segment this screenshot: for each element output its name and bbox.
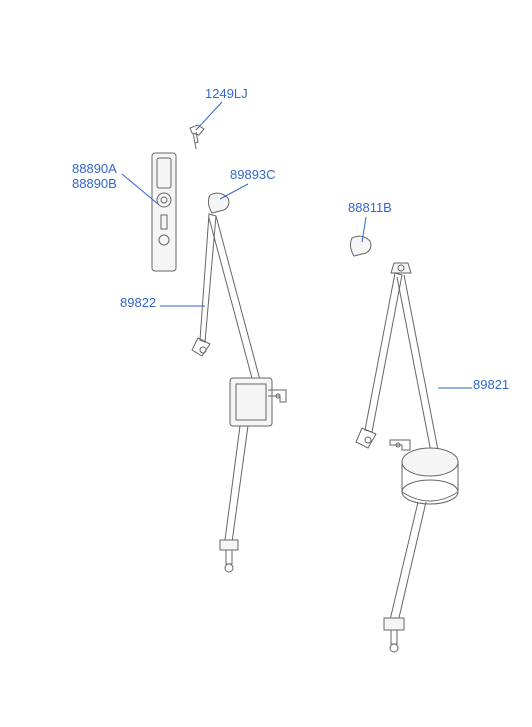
part-height-adjuster [152,153,176,271]
parts-diagram [0,0,532,727]
label-89893C: 89893C [230,167,276,182]
label-88890A: 88890A [72,161,117,176]
label-1249LJ: 1249LJ [205,86,248,101]
part-seatbelt-left [192,214,286,572]
label-88890B: 88890B [72,176,117,191]
part-seatbelt-right [356,263,458,652]
label-89821: 89821 [473,377,509,392]
part-cover-right [350,236,371,256]
label-88811B: 88811B [348,200,392,215]
label-89822: 89822 [120,295,156,310]
